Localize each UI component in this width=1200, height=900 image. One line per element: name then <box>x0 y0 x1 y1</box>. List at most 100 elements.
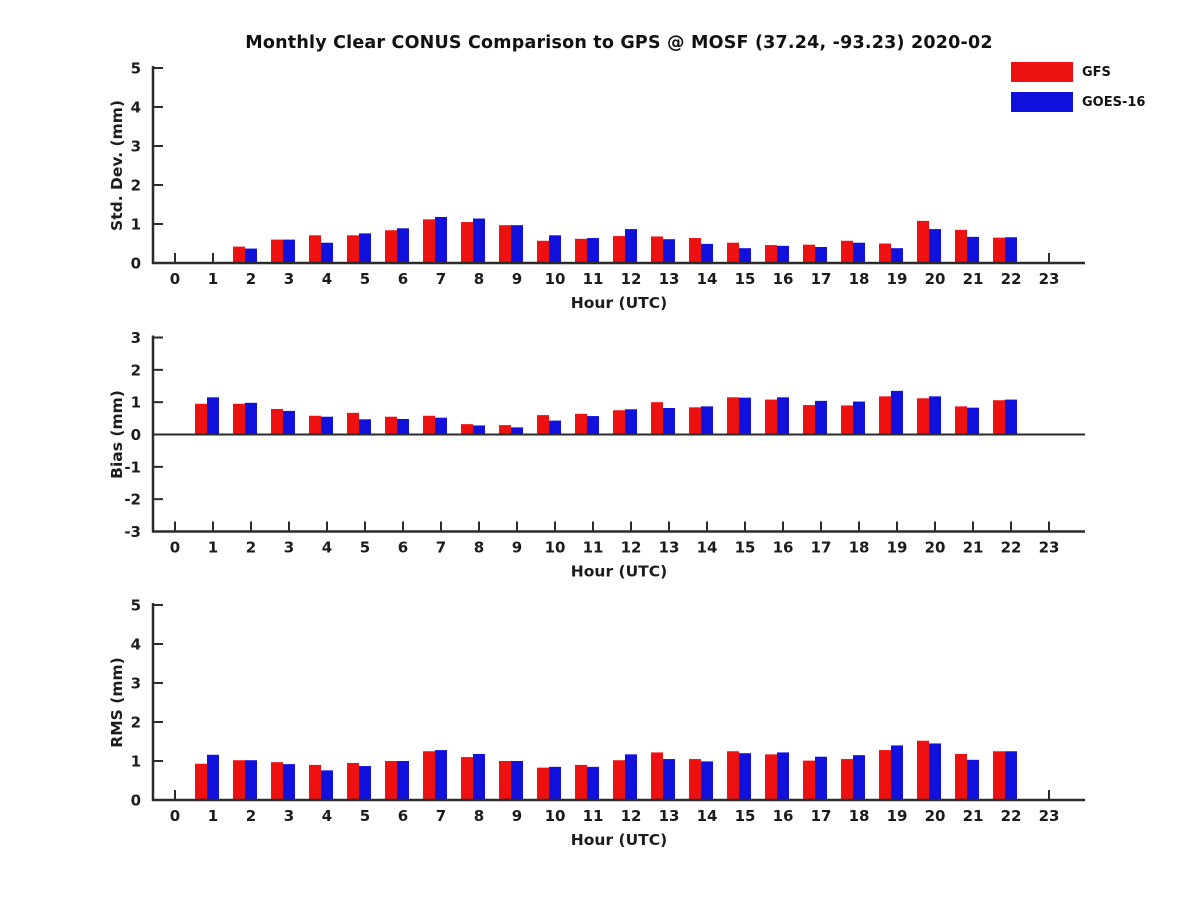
x-tick-label: 19 <box>887 539 908 557</box>
bar-goes-16 <box>853 755 865 800</box>
bar-gfs <box>347 235 359 263</box>
x-tick-label: 21 <box>963 270 984 288</box>
x-tick-label: 10 <box>545 807 566 825</box>
x-tick-label: 10 <box>545 539 566 557</box>
bar-goes-16 <box>587 766 599 800</box>
bar-gfs <box>461 424 473 435</box>
bar-goes-16 <box>891 248 903 263</box>
x-tick-label: 5 <box>360 539 370 557</box>
x-tick-label: 4 <box>322 807 332 825</box>
y-tick-label: 3 <box>131 329 141 347</box>
bar-gfs <box>537 415 549 435</box>
bar-gfs <box>689 759 701 800</box>
bar-gfs <box>841 405 853 435</box>
bar-goes-16 <box>739 248 751 263</box>
x-tick-label: 20 <box>925 539 946 557</box>
x-tick-label: 6 <box>398 807 408 825</box>
x-tick-label: 8 <box>474 539 484 557</box>
x-tick-label: 22 <box>1001 270 1022 288</box>
bar-gfs <box>233 760 245 800</box>
bar-goes-16 <box>245 402 257 435</box>
x-tick-label: 19 <box>887 270 908 288</box>
x-tick-label: 5 <box>360 807 370 825</box>
bar-gfs <box>537 767 549 800</box>
y-tick-label: 2 <box>131 177 141 195</box>
y-tick-label: 5 <box>131 60 141 78</box>
x-tick-label: 15 <box>735 270 756 288</box>
bar-gfs <box>499 225 511 263</box>
bar-gfs <box>841 240 853 263</box>
bar-goes-16 <box>739 397 751 435</box>
x-tick-label: 12 <box>621 539 642 557</box>
bar-goes-16 <box>891 390 903 435</box>
y-tick-label: -1 <box>124 458 141 476</box>
bar-gfs <box>499 425 511 435</box>
x-tick-label: 18 <box>849 539 870 557</box>
bar-gfs <box>195 763 207 800</box>
x-tick-label: 9 <box>512 539 522 557</box>
x-tick-label: 17 <box>811 807 832 825</box>
bar-goes-16 <box>511 761 523 800</box>
x-tick-label: 19 <box>887 807 908 825</box>
bar-goes-16 <box>397 418 409 435</box>
x-tick-label: 13 <box>659 539 680 557</box>
x-tick-label: 23 <box>1039 539 1060 557</box>
y-tick-label: 5 <box>131 597 141 615</box>
x-tick-label: 21 <box>963 539 984 557</box>
y-tick-label: 0 <box>131 426 141 444</box>
bar-goes-16 <box>853 401 865 435</box>
bar-goes-16 <box>663 407 675 435</box>
bar-gfs <box>651 402 663 435</box>
x-tick-label: 10 <box>545 270 566 288</box>
bar-gfs <box>309 235 321 263</box>
bar-goes-16 <box>283 764 295 800</box>
y-tick-label: 0 <box>131 255 141 273</box>
x-tick-label: 17 <box>811 270 832 288</box>
bar-gfs <box>993 237 1005 263</box>
bar-gfs <box>727 751 739 800</box>
bar-gfs <box>917 220 929 263</box>
bar-gfs <box>575 413 587 435</box>
bar-gfs <box>347 762 359 800</box>
bar-gfs <box>803 760 815 800</box>
bar-gfs <box>271 239 283 263</box>
legend-swatch-goes16 <box>1011 92 1073 112</box>
bar-gfs <box>879 750 891 800</box>
bar-gfs <box>993 400 1005 435</box>
bar-gfs <box>955 753 967 800</box>
x-tick-label: 22 <box>1001 539 1022 557</box>
x-tick-label: 4 <box>322 539 332 557</box>
bar-goes-16 <box>397 228 409 263</box>
bar-goes-16 <box>625 754 637 800</box>
bar-gfs <box>461 757 473 800</box>
bar-gfs <box>309 764 321 800</box>
bar-goes-16 <box>929 396 941 435</box>
bar-gfs <box>423 751 435 800</box>
x-tick-label: 13 <box>659 807 680 825</box>
x-tick-label: 6 <box>398 539 408 557</box>
x-tick-label: 21 <box>963 807 984 825</box>
bar-gfs <box>955 406 967 435</box>
bar-goes-16 <box>777 752 789 800</box>
bar-goes-16 <box>511 225 523 263</box>
bar-goes-16 <box>587 238 599 263</box>
bar-goes-16 <box>815 756 827 800</box>
legend-label-goes16: GOES-16 <box>1082 94 1146 110</box>
bar-gfs <box>917 740 929 800</box>
x-tick-label: 1 <box>208 539 218 557</box>
x-tick-label: 15 <box>735 539 756 557</box>
bar-goes-16 <box>739 753 751 800</box>
x-tick-label: 0 <box>170 539 180 557</box>
bar-gfs <box>841 759 853 800</box>
bar-gfs <box>651 236 663 263</box>
x-tick-label: 2 <box>246 807 256 825</box>
y-tick-label: 2 <box>131 714 141 732</box>
x-tick-label: 23 <box>1039 270 1060 288</box>
x-tick-label: 3 <box>284 807 294 825</box>
bar-goes-16 <box>397 761 409 800</box>
bar-goes-16 <box>967 236 979 263</box>
x-tick-label: 5 <box>360 270 370 288</box>
bar-goes-16 <box>549 766 561 800</box>
